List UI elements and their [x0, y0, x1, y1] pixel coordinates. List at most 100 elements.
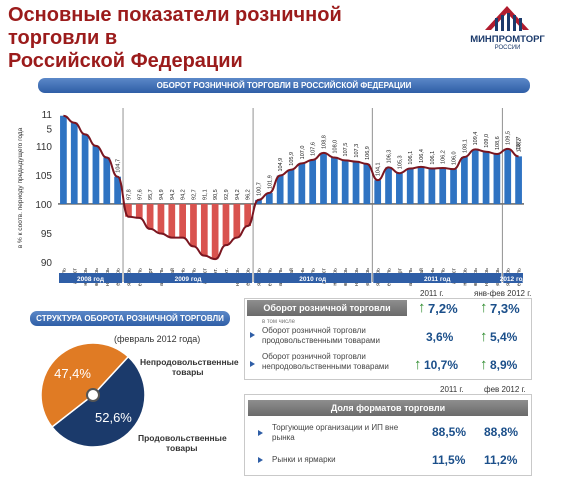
format-row1-label: Торгующие организации и ИП вне рынка: [272, 423, 398, 443]
y-tick-label: 100: [35, 200, 52, 211]
pie-center: [86, 388, 100, 402]
bar: [363, 163, 371, 204]
category-label: окт.: [224, 268, 230, 277]
category-label: май: [418, 268, 425, 278]
data-label: 108,2: [517, 139, 523, 153]
y-tick-label: 90: [41, 258, 53, 269]
y-axis-label: в % к соотв. периоду предыдущего года: [17, 127, 24, 248]
title-line-1: Основные показатели розничной торговли в: [8, 4, 342, 49]
data-label: 107,5: [343, 143, 349, 157]
nonfood-value-2011: 10,7%: [424, 358, 459, 372]
group-label: 2012 год: [500, 276, 527, 283]
bar: [222, 203, 230, 246]
page-title: Основные показатели розничной торговли в…: [8, 4, 428, 73]
bar: [330, 157, 338, 204]
pie-slice: [40, 342, 130, 429]
data-label: 108,0: [332, 140, 338, 154]
label-nonfood-1: Непродовольственные: [140, 357, 239, 367]
bar: [92, 145, 100, 204]
label-nonfood-2: товары: [172, 367, 204, 377]
bar: [179, 203, 186, 238]
bar: [135, 203, 143, 218]
bar: [81, 134, 89, 204]
data-label: 106,2: [441, 150, 447, 164]
group-bar: [503, 273, 523, 283]
indicators-col2: янв-фев 2012 г.: [474, 289, 532, 298]
bar: [298, 163, 306, 204]
logo-mark-icon: [485, 6, 529, 31]
y-tick-label: 5: [46, 125, 52, 136]
bar: [60, 115, 67, 204]
food-label: Оборот розничной торговли продовольствен…: [262, 326, 380, 346]
format-row2-2011: 11,5%: [432, 453, 466, 467]
data-label: 104,7: [116, 159, 122, 173]
bar: [450, 169, 457, 204]
data-label: 105,9: [289, 152, 295, 166]
bar: [396, 173, 403, 204]
data-label: 108,8: [322, 135, 328, 149]
arrow-up-icon: ↑: [480, 356, 488, 373]
bullet-icon: [258, 457, 263, 463]
logo-text: МИНПРОМТОРГ: [470, 34, 545, 45]
chart-banner: ОБОРОТ РОЗНИЧНОЙ ТОРГОВЛИ В РОССИЙСКОЙ Ф…: [38, 78, 530, 93]
retail-turnover-chart: в % к соотв. периоду предыдущего года 90 9…: [17, 108, 527, 286]
y-tick-label: 95: [41, 229, 53, 240]
arrow-up-icon: ↑: [414, 356, 422, 373]
format-row1-label-2: рынка: [272, 433, 295, 442]
total-value-2011: 7,2%: [428, 301, 458, 316]
group-bar: [59, 273, 123, 283]
data-label: 95,7: [148, 189, 154, 200]
bar: [168, 203, 176, 238]
bar: [482, 151, 490, 204]
category-label: май: [169, 268, 176, 278]
bar: [244, 203, 252, 227]
nonfood-value-2012: 8,9%: [490, 358, 518, 372]
data-label: 104,9: [278, 158, 284, 172]
bar: [276, 175, 284, 204]
bar: [320, 152, 327, 204]
data-label: 106,1: [408, 151, 414, 165]
data-label: 106,3: [387, 150, 393, 164]
bullet-icon: [258, 430, 263, 436]
logo-subtext: РОССИИ: [494, 45, 521, 51]
bar: [200, 203, 208, 256]
data-label: 108,6: [495, 136, 501, 150]
bar: [255, 199, 262, 204]
title-line-2: Российской Федерации: [8, 50, 243, 72]
bar: [417, 166, 425, 204]
logo: МИНПРОМТОРГ РОССИИ: [455, 4, 560, 52]
data-label: 109,0: [484, 134, 490, 148]
group-bar: [124, 273, 253, 283]
data-label: 105,3: [397, 155, 403, 169]
bar: [461, 156, 468, 204]
data-label: 94,2: [235, 189, 241, 200]
bar: [341, 160, 349, 204]
group-label: 2010 год: [299, 276, 326, 283]
bullet-icon: [250, 332, 255, 338]
arrow-up-icon: ↑: [480, 328, 488, 345]
nonfood-label: Оборот розничной торговли непродовольств…: [262, 352, 389, 372]
label-food: Продовольственные товары: [138, 433, 227, 453]
last-label: 107,7: [516, 137, 522, 151]
bar: [125, 203, 132, 217]
data-label: 107,6: [311, 142, 317, 156]
indicators-box: [244, 298, 532, 380]
data-label: 94,2: [181, 189, 187, 200]
structure-banner: СТРУКТУРА ОБОРОТА РОЗНИЧНОЙ ТОРГОВЛИ: [30, 311, 230, 326]
bar: [374, 180, 382, 204]
food-label-2: продовольственными товарами: [262, 336, 380, 345]
bar: [309, 159, 317, 204]
arrow-up-icon: ↑: [418, 299, 426, 316]
data-label: 109,4: [473, 132, 479, 146]
bullet-icon: [250, 361, 255, 367]
pie-slice-label: 52,6%: [95, 410, 132, 425]
formats-col2: фев 2012 г.: [484, 385, 526, 394]
trend-line: [63, 114, 519, 261]
bar: [103, 157, 111, 204]
data-label: 106,9: [365, 146, 371, 160]
data-label: 107,0: [300, 146, 306, 160]
bar: [515, 156, 522, 204]
nonfood-label-2: непродовольственными товарами: [262, 362, 389, 371]
bar: [471, 149, 479, 204]
group-bar: [254, 273, 372, 283]
